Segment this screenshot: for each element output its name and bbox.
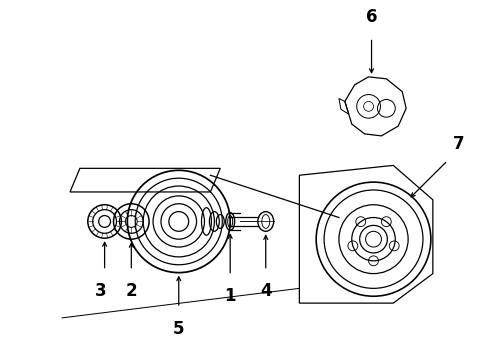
Text: 2: 2 (125, 283, 137, 301)
Text: 4: 4 (260, 283, 271, 301)
Text: 3: 3 (95, 283, 106, 301)
Text: 5: 5 (173, 320, 185, 338)
Text: 6: 6 (366, 8, 377, 26)
Text: 7: 7 (453, 135, 464, 153)
Text: 1: 1 (224, 287, 236, 305)
